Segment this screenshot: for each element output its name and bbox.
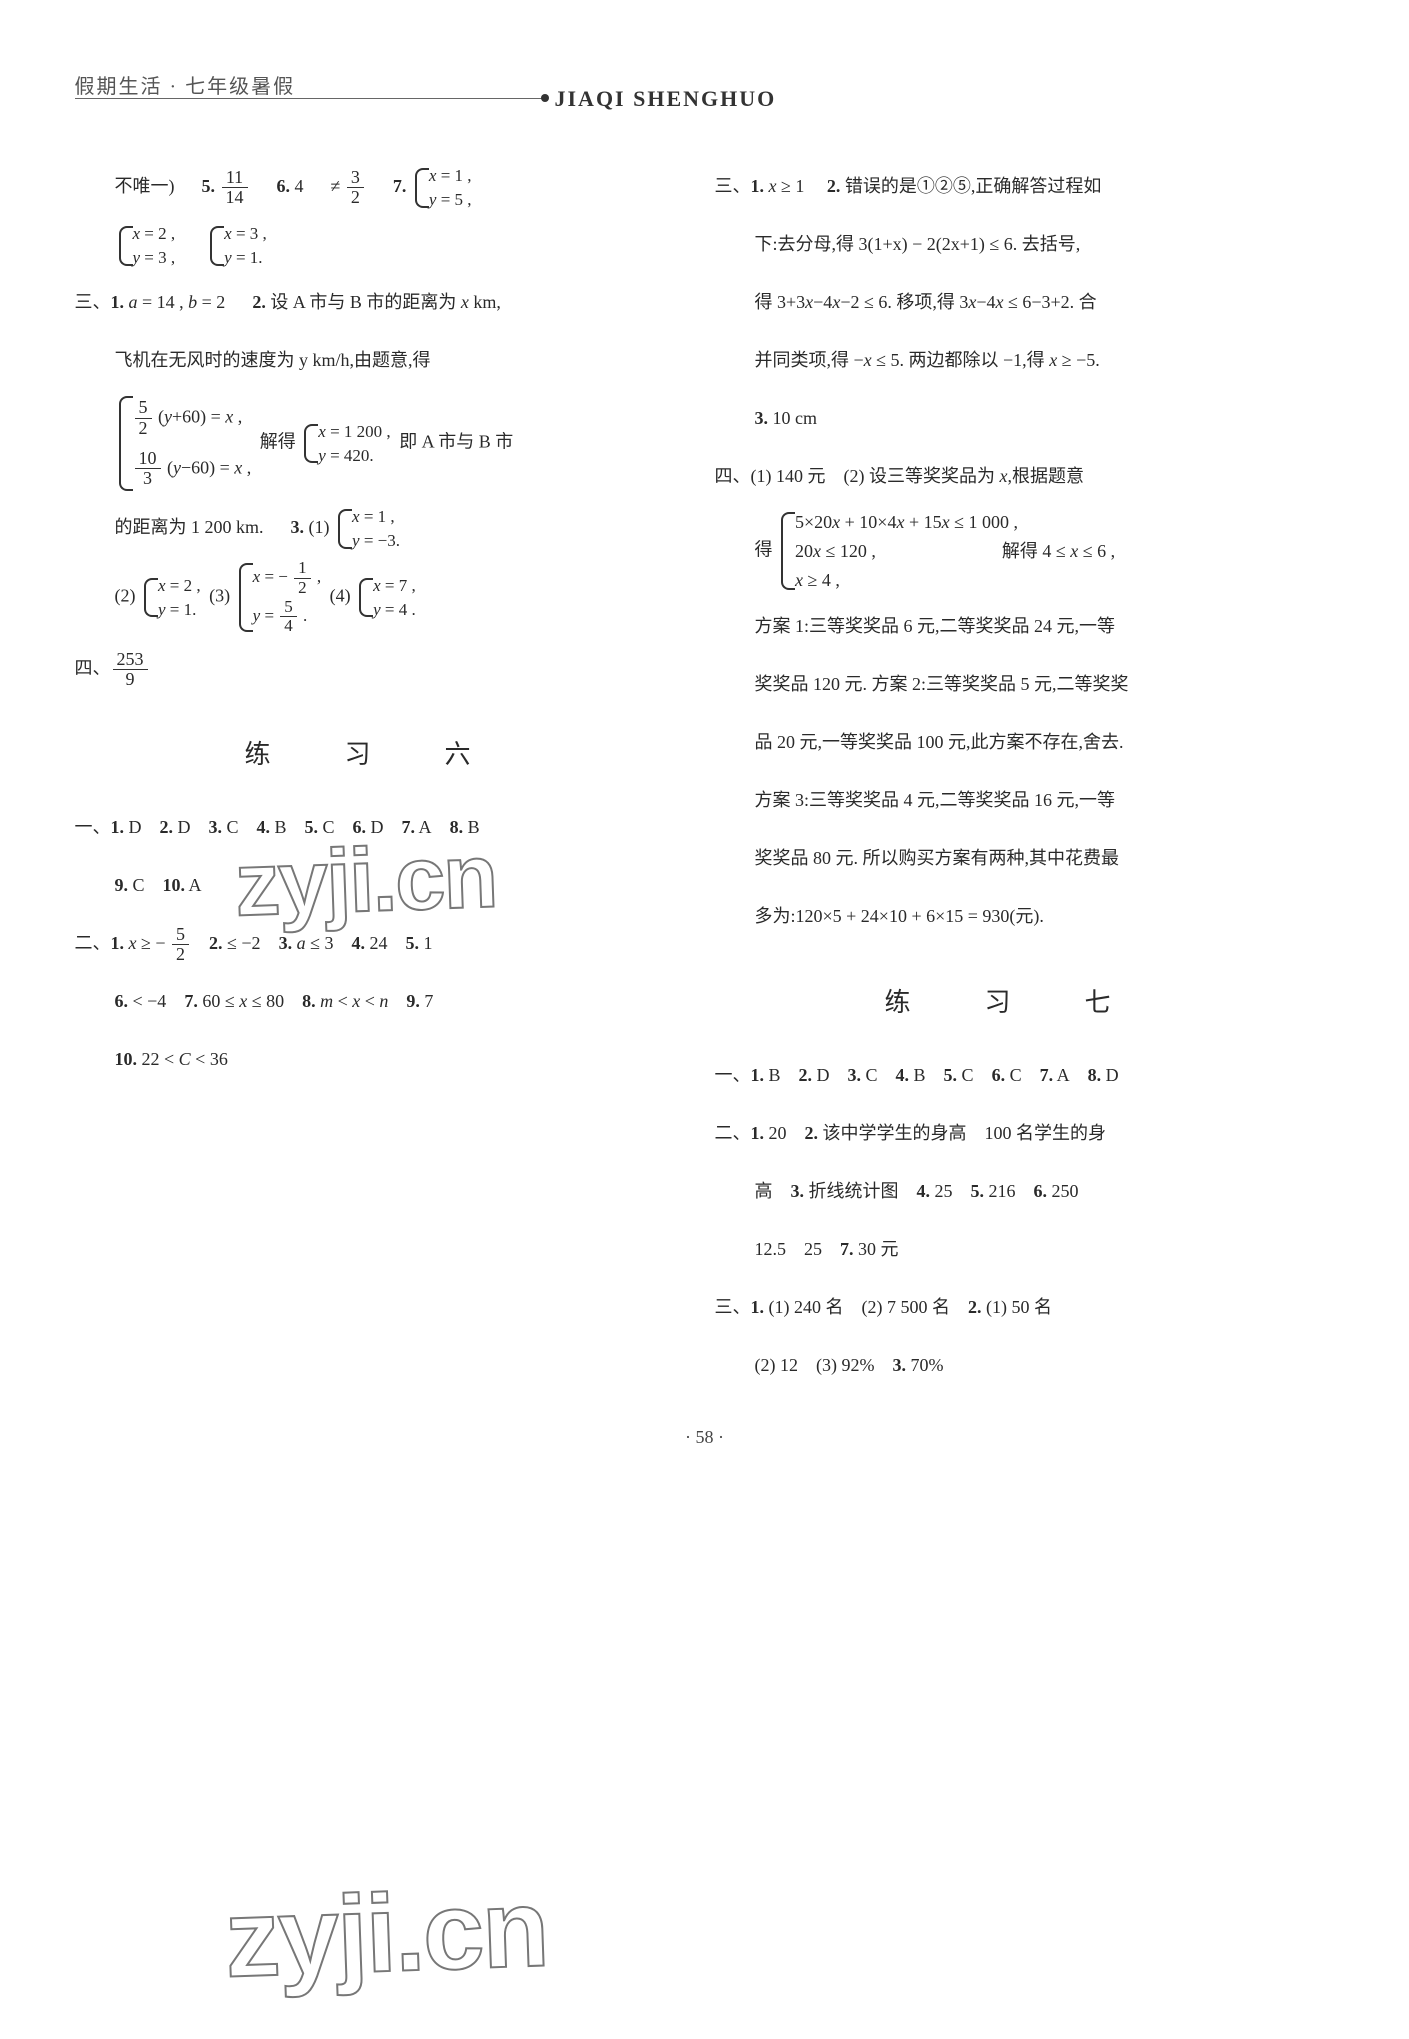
ex6-er3: 10. 22 < C < 36 (75, 1033, 665, 1085)
page-number: · 58 · (75, 1427, 1335, 1448)
ex7-er3: 12.5 25 7. 30 元 (715, 1223, 1305, 1275)
eq-row: y = −3. (352, 529, 400, 553)
ex7-san: 三、1. (1) 240 名 (2) 7 500 名 2. (1) 50 名 (715, 1281, 1305, 1333)
left-san-2-system: 52 (y+60) = x , 103 (y−60) = x , 解得 x = … (75, 392, 665, 495)
right-san-2-l4: 并同类项,得 −x ≤ 5. 两边都除以 −1,得 x ≥ −5. (715, 334, 1305, 386)
right-si-lead: 四、(1) 140 元 (2) 设三等奖奖品为 x,根据题意 (715, 450, 1305, 502)
brace-system-7c: x = 3 , y = 1. (210, 222, 267, 270)
header-right-text: JIAQI SHENGHUO (555, 86, 777, 112)
sub-num: (4) (330, 586, 351, 606)
eq-row: y = 1. (158, 598, 201, 622)
value: ≠ (331, 176, 345, 196)
brace-3-2: x = 2 , y = 1. (144, 574, 201, 622)
header-rule (75, 98, 545, 99)
left-column: 不唯一) 5. 1114 6. 4 ≠ 32 7. x = 1 , y = 5 … (75, 160, 665, 1397)
ex6-er2: 6. < −47. 60 ≤ x ≤ 808. m < x < n9. 7 (75, 975, 665, 1027)
two-column-layout: 不唯一) 5. 1114 6. 4 ≠ 32 7. x = 1 , y = 5 … (75, 160, 1335, 1397)
text: 不唯一) (115, 176, 175, 196)
value: 4 (295, 176, 304, 196)
header-left-text: 假期生活 · 七年级暑假 (75, 70, 296, 99)
exercise-6-title: 练 习 六 (75, 734, 665, 771)
left-line-1: 不唯一) 5. 1114 6. 4 ≠ 32 7. x = 1 , y = 5 … (75, 160, 665, 212)
eq-row: y = 420. (318, 444, 390, 468)
text: 即 A 市与 B 市 (399, 432, 513, 452)
eq-row: x ≥ 4 , (795, 566, 1115, 595)
item-num: 3. (291, 517, 305, 537)
eq-row: 52 (y+60) = x , (133, 398, 252, 439)
left-san-2-tail2: 的距离为 1 200 km. 3. (1) x = 1 , y = −3. (75, 501, 665, 553)
item-num: 7. (393, 176, 407, 196)
right-column: 三、1. x ≥ 1 2. 错误的是①②⑤,正确解答过程如 下:去分母,得 3(… (715, 160, 1305, 1397)
ex7-er2: 高 3. 折线统计图 4. 255. 2166. 250 (715, 1165, 1305, 1217)
left-line-2: x = 2 , y = 3 , x = 3 , y = 1. (75, 218, 665, 270)
eq-row: x = 2 , (133, 222, 176, 246)
right-san-3: 3. 10 cm (715, 392, 1305, 444)
left-san-2-l2: 飞机在无风时的速度为 y km/h,由题意,得 (75, 334, 665, 386)
brace-3-3: x = − 12 , y = 54 . (239, 559, 321, 636)
eq-row: y = 3 , (133, 246, 176, 270)
right-san-2-l3: 得 3+3x−4x−2 ≤ 6. 移项,得 3x−4x ≤ 6−3+2. 合 (715, 276, 1305, 328)
left-san-1: 三、1. a = 14 , b = 2 2. 设 A 市与 B 市的距离为 x … (75, 276, 665, 328)
eq-row: 103 (y−60) = x , (133, 449, 252, 490)
right-si-sys: 得 5×20x + 10×4x + 15x ≤ 1 000 , 20x ≤ 12… (715, 508, 1305, 594)
eq-row: 20x ≤ 120 , 解得 4 ≤ x ≤ 6 , (795, 537, 1115, 566)
brace-3-1: x = 1 , y = −3. (338, 505, 400, 553)
eq-row: x = 7 , (373, 574, 416, 598)
right-si-l1: 方案 1:三等奖奖品 6 元,二等奖奖品 24 元,一等 (715, 600, 1305, 652)
eq-row: 5×20x + 10×4x + 15x ≤ 1 000 , (795, 508, 1115, 537)
right-si-l5: 奖奖品 80 元. 所以购买方案有两种,其中花费最 (715, 832, 1305, 884)
watermark-2: zyji.cn (222, 1864, 548, 2002)
ex7-yi: 一、1. B2. D3. C4. B5. C6. C7. A8. D (715, 1049, 1305, 1101)
fraction-253-9: 2539 (113, 650, 148, 691)
exercise-7-title: 练 习 七 (715, 982, 1305, 1019)
ex6-yi: 一、1. D2. D3. C4. B5. C6. D7. A8. B (75, 801, 665, 853)
page-header: 假期生活 · 七年级暑假 JIAQI SHENGHUO (75, 70, 1335, 130)
right-san-1: 三、1. x ≥ 1 2. 错误的是①②⑤,正确解答过程如 (715, 160, 1305, 212)
item-num: 5. (202, 176, 216, 196)
brace-system-7a: x = 1 , y = 5 , (415, 164, 472, 212)
right-san-2-l2: 下:去分母,得 3(1+x) − 2(2x+1) ≤ 6. 去括号, (715, 218, 1305, 270)
item-num: 6. (277, 176, 291, 196)
ex7-er: 二、1. 202. 该中学学生的身高 100 名学生的身 (715, 1107, 1305, 1159)
fraction-3-2: 32 (347, 168, 364, 209)
right-si-l2: 奖奖品 120 元. 方案 2:三等奖奖品 5 元,二等奖奖 (715, 658, 1305, 710)
text: 的距离为 1 200 km. (115, 517, 264, 537)
fraction-11-14: 1114 (222, 168, 248, 209)
eq-row: y = 54 . (253, 598, 321, 636)
ex7-san2: (2) 12 (3) 92% 3. 70% (715, 1339, 1305, 1391)
eq-row: x = 1 , (429, 164, 472, 188)
eq-row: x = 1 , (352, 505, 400, 529)
right-si-l6: 多为:120×5 + 24×10 + 6×15 = 930(元). (715, 890, 1305, 942)
brace-system-wind: 52 (y+60) = x , 103 (y−60) = x , (119, 392, 252, 495)
right-si-l4: 方案 3:三等奖奖品 4 元,二等奖奖品 16 元,一等 (715, 774, 1305, 826)
ex6-er: 二、1. x ≥ − 522. ≤ −23. a ≤ 34. 245. 1 (75, 917, 665, 969)
eq-row: x = 3 , (224, 222, 267, 246)
ex6-yi2: 9. C10. A (75, 859, 665, 911)
brace-si: 5×20x + 10×4x + 15x ≤ 1 000 , 20x ≤ 120 … (781, 508, 1115, 594)
sub-num: (3) (209, 586, 230, 606)
eq-row: x = 1 200 , (318, 420, 390, 444)
brace-3-4: x = 7 , y = 4 . (359, 574, 416, 622)
eq-row: y = 4 . (373, 598, 416, 622)
eq-row: y = 5 , (429, 188, 472, 212)
text: 解得 (260, 432, 296, 452)
text: 得 (755, 539, 773, 559)
brace-system-7b: x = 2 , y = 3 , (119, 222, 176, 270)
brace-solution: x = 1 200 , y = 420. (304, 420, 390, 468)
header-dot (541, 94, 549, 102)
eq-row: x = 2 , (158, 574, 201, 598)
sub-num: (2) (115, 586, 136, 606)
right-si-l3: 品 20 元,一等奖奖品 100 元,此方案不存在,舍去. (715, 716, 1305, 768)
left-san-3-row2: (2) x = 2 , y = 1. (3) x = − 12 , y = 54… (75, 559, 665, 636)
page: 假期生活 · 七年级暑假 JIAQI SHENGHUO 不唯一) 5. 1114… (75, 70, 1335, 1448)
eq-row: x = − 12 , (253, 559, 321, 597)
left-si: 四、2539 (75, 642, 665, 694)
eq-row: y = 1. (224, 246, 267, 270)
